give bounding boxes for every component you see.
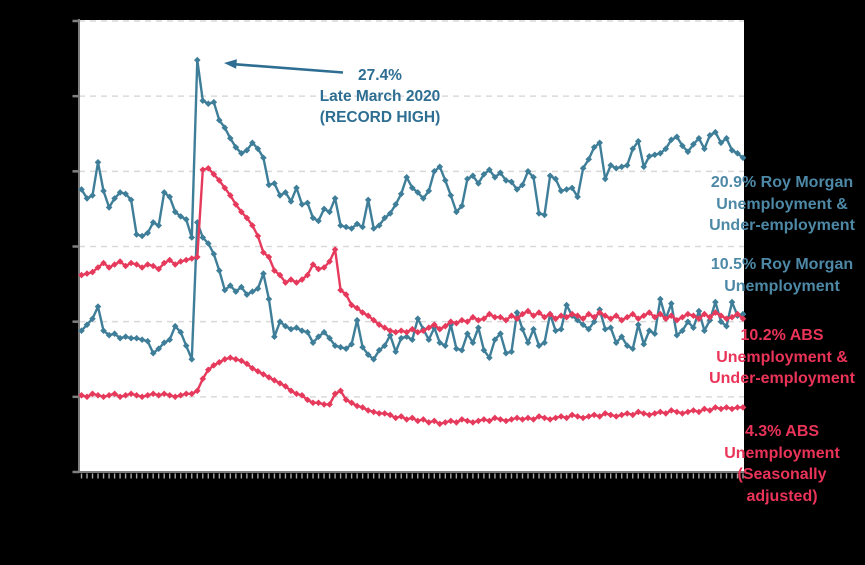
label-line: 10.5% Roy Morgan	[710, 256, 854, 273]
annotation-value: 27.4%	[358, 67, 402, 84]
label-roy-morgan-unemployment: 10.5% Roy Morgan Unemployment	[697, 254, 865, 297]
axes	[72, 19, 744, 479]
annotation-arrow-icon	[224, 59, 344, 74]
label-line: Unemployment &	[716, 348, 848, 366]
annotation-note: (RECORD HIGH)	[319, 109, 441, 126]
record-high-annotation: 27.4% Late March 2020 (RECORD HIGH)	[270, 65, 490, 128]
label-line: 10.2% ABS	[740, 327, 824, 344]
label-line: Under-employment	[709, 370, 855, 387]
label-line: 4.3% ABS	[744, 423, 820, 440]
series-roy-morgan-unemployment	[78, 219, 747, 363]
annotation-date: Late March 2020	[319, 88, 441, 105]
series-abs-unemployment-seasonally-adjusted	[78, 354, 747, 428]
data-series	[78, 56, 747, 428]
label-line: adjusted)	[746, 487, 818, 505]
label-line: Unemployment	[724, 277, 840, 295]
series-roy-morgan-unemployment-under-employment	[78, 56, 747, 241]
gridlines	[79, 20, 744, 398]
label-roy-morgan-unemployment-underemployment: 20.9% Roy Morgan Unemployment & Under-em…	[697, 172, 865, 237]
series-abs-unemployment-under-employment	[78, 165, 747, 336]
label-line: Unemployment	[724, 444, 840, 462]
label-line: 20.9% Roy Morgan	[710, 174, 854, 191]
label-line: Under-employment	[709, 217, 855, 234]
label-line: (Seasonally	[737, 466, 827, 483]
label-line: Unemployment &	[716, 195, 848, 213]
label-abs-unemployment-seasonally-adjusted: 4.3% ABS Unemployment (Seasonally adjust…	[697, 421, 865, 507]
label-abs-unemployment-underemployment: 10.2% ABS Unemployment & Under-employmen…	[697, 325, 865, 390]
